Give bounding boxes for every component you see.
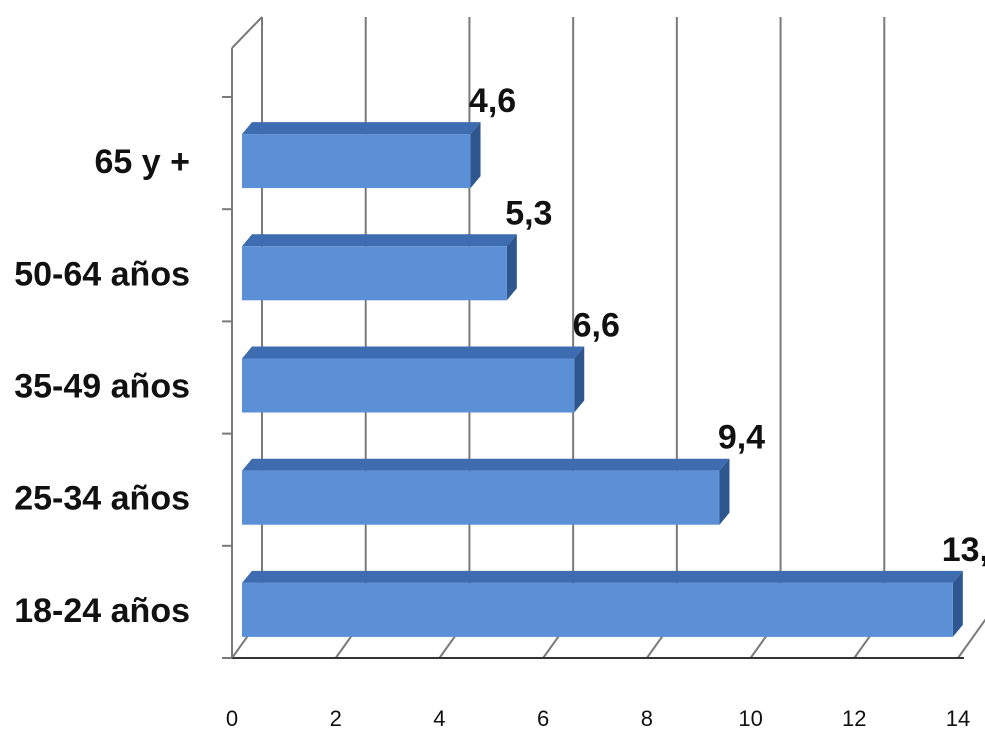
bar-front-face <box>242 358 575 413</box>
bar-top-face <box>242 234 517 247</box>
bars <box>242 122 963 637</box>
bar <box>242 346 585 413</box>
x-tick-label: 12 <box>842 706 866 731</box>
category-label: 35-49 años <box>14 368 190 406</box>
data-label: 13,9 <box>942 531 985 569</box>
data-label: 6,6 <box>573 307 620 345</box>
data-label: 4,6 <box>469 82 516 120</box>
x-tick-label: 10 <box>738 706 762 731</box>
x-tick-label: 4 <box>433 706 445 731</box>
x-tick-label: 0 <box>226 706 238 731</box>
data-label: 5,3 <box>505 194 552 232</box>
bar-top-face <box>242 458 730 471</box>
bar-side-face <box>952 570 963 637</box>
x-tick-label: 8 <box>641 706 653 731</box>
category-label: 25-34 años <box>14 480 190 518</box>
bar-front-face <box>242 134 471 189</box>
bar-top-face <box>242 346 585 359</box>
bar-top-face <box>242 570 963 583</box>
category-label: 18-24 años <box>14 592 190 630</box>
x-tick-label: 6 <box>537 706 549 731</box>
bar <box>242 458 730 525</box>
category-label: 65 y + <box>95 143 190 181</box>
y-axis-top <box>231 16 263 49</box>
bar <box>242 234 517 301</box>
bar <box>242 122 481 189</box>
bar-side-face <box>574 346 585 413</box>
bar-front-face <box>242 582 953 637</box>
x-tick-label: 2 <box>330 706 342 731</box>
floor-gridline <box>957 618 985 659</box>
category-label: 50-64 años <box>14 255 190 293</box>
bar-front-face <box>242 246 507 301</box>
bar-side-face <box>719 458 730 525</box>
x-tick-label: 14 <box>946 706 970 731</box>
bar-side-face <box>470 122 481 189</box>
labels: 0 2 4 6 8 10 12 14 18-24 años 13,9 25-34 años 9,4 35… <box>14 82 985 731</box>
bar <box>242 570 963 637</box>
bar-side-face <box>506 234 517 301</box>
gridlines <box>231 17 985 659</box>
bar-top-face <box>242 122 481 135</box>
bar-front-face <box>242 470 720 525</box>
data-label: 9,4 <box>718 419 765 457</box>
